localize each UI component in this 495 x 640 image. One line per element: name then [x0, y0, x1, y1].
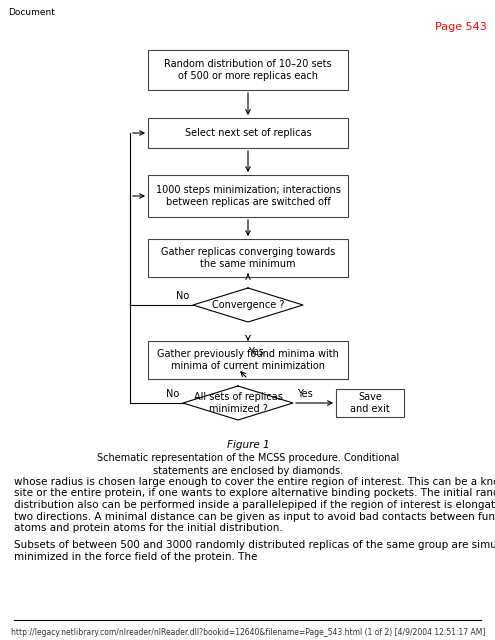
Text: Select next set of replicas: Select next set of replicas [185, 128, 311, 138]
Text: http://legacy.netlibrary.com/nlreader/nlReader.dll?bookid=12640&filename=Page_54: http://legacy.netlibrary.com/nlreader/nl… [11, 628, 485, 637]
Text: No: No [166, 389, 179, 399]
Text: two directions. A minimal distance can be given as input to avoid bad contacts b: two directions. A minimal distance can b… [14, 511, 495, 522]
Text: whose radius is chosen large enough to cover the entire region of interest. This: whose radius is chosen large enough to c… [14, 477, 495, 487]
Text: Document: Document [8, 8, 55, 17]
Text: 1000 steps minimization; interactions
between replicas are switched off: 1000 steps minimization; interactions be… [155, 185, 341, 207]
Text: minimized in the force field of the protein. The: minimized in the force field of the prot… [14, 552, 257, 562]
Text: Subsets of between 500 and 3000 randomly distributed replicas of the same group : Subsets of between 500 and 3000 randomly… [14, 541, 495, 550]
Text: Yes: Yes [297, 389, 313, 399]
FancyBboxPatch shape [148, 50, 348, 90]
Text: Figure 1: Figure 1 [227, 440, 269, 450]
Text: Gather replicas converging towards
the same minimum: Gather replicas converging towards the s… [161, 247, 335, 269]
Text: Page 543: Page 543 [435, 22, 487, 32]
Text: distribution also can be performed inside a parallelepiped if the region of inte: distribution also can be performed insid… [14, 500, 495, 510]
Text: All sets of replicas
minimized ?: All sets of replicas minimized ? [194, 392, 283, 414]
Text: No: No [176, 291, 189, 301]
Polygon shape [183, 386, 293, 420]
Text: atoms and protein atoms for the initial distribution.: atoms and protein atoms for the initial … [14, 523, 283, 533]
FancyBboxPatch shape [336, 389, 404, 417]
Text: Yes: Yes [248, 347, 264, 357]
Polygon shape [193, 288, 303, 322]
Text: Save
and exit: Save and exit [350, 392, 390, 414]
Text: Schematic representation of the MCSS procedure. Conditional: Schematic representation of the MCSS pro… [97, 453, 399, 463]
FancyBboxPatch shape [148, 239, 348, 277]
FancyBboxPatch shape [148, 118, 348, 148]
Text: Random distribution of 10–20 sets
of 500 or more replicas each: Random distribution of 10–20 sets of 500… [164, 60, 332, 81]
FancyBboxPatch shape [148, 175, 348, 217]
Text: statements are enclosed by diamonds.: statements are enclosed by diamonds. [153, 466, 343, 476]
Text: Convergence ?: Convergence ? [212, 300, 284, 310]
Text: site or the entire protein, if one wants to explore alternative binding pockets.: site or the entire protein, if one wants… [14, 488, 495, 499]
FancyBboxPatch shape [148, 341, 348, 379]
Text: Gather previously found minima with
minima of current minimization: Gather previously found minima with mini… [157, 349, 339, 371]
